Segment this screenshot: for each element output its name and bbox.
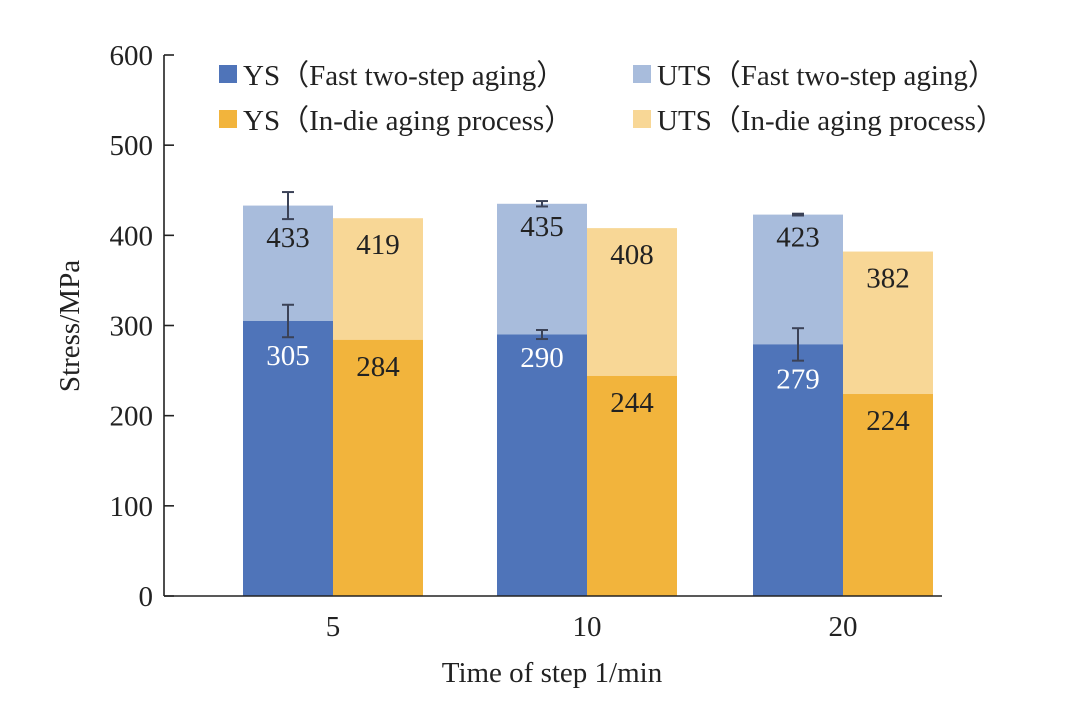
data-label-uts-series1-cat-5: 433 <box>266 222 310 254</box>
legend-item-uts-series2: UTS（In-die aging process） <box>633 105 1005 137</box>
error-bar-uts-series1-cat-10 <box>536 200 548 208</box>
legend-swatch <box>633 110 651 128</box>
legend-label: UTS（In-die aging process） <box>657 105 1005 137</box>
bar-ys-series2-cat-20 <box>843 394 933 596</box>
legend-item-uts-series1: UTS（Fast two-step aging） <box>633 60 997 92</box>
data-label-uts-series1-cat-20: 423 <box>776 222 820 254</box>
bar-ys-series2-cat-5 <box>333 339 423 596</box>
legend-swatch <box>219 110 237 128</box>
data-label-uts-series2-cat-5: 419 <box>356 229 400 261</box>
data-label-ys-series1-cat-20: 279 <box>776 364 820 396</box>
data-label-ys-series1-cat-5: 305 <box>266 340 310 372</box>
x-tick-label-10: 10 <box>573 611 602 643</box>
error-bar-ys-series1-cat-5 <box>282 303 294 339</box>
data-labels-layer: 433 305 419 284 435 290 408 244 423 279 382 224 <box>266 211 910 437</box>
y-tick-label: 200 <box>110 401 154 433</box>
legend-swatch <box>633 65 651 83</box>
bar-ys-series1-cat-10 <box>497 334 587 596</box>
axes-layer: 0 100 200 300 400 500 600 5 10 20 <box>110 40 942 643</box>
data-label-uts-series2-cat-20: 382 <box>866 263 910 295</box>
y-tick-label: 600 <box>110 40 154 72</box>
bars-layer <box>243 203 933 596</box>
x-tick-label-20: 20 <box>829 611 858 643</box>
x-axis-title: Time of step 1/min <box>442 657 663 689</box>
legend-label: YS（Fast two-step aging） <box>243 60 565 92</box>
error-bar-ys-series1-cat-10 <box>536 329 548 341</box>
legend-swatch <box>219 65 237 83</box>
y-tick-label: 0 <box>139 581 154 613</box>
legend: YS（Fast two-step aging） UTS（Fast two-step… <box>219 60 1005 137</box>
legend-item-ys-series2: YS（In-die aging process） <box>219 105 573 137</box>
data-label-ys-series1-cat-10: 290 <box>520 342 564 374</box>
error-bars-layer <box>282 191 804 362</box>
y-axis-title: Stress/MPa <box>54 260 86 392</box>
x-tick-label-5: 5 <box>326 611 341 643</box>
y-tick-label: 300 <box>110 311 154 343</box>
data-label-ys-series2-cat-10: 244 <box>610 387 654 419</box>
error-bar-uts-series1-cat-5 <box>282 191 294 221</box>
y-tick-label: 100 <box>110 491 154 523</box>
legend-label: YS（In-die aging process） <box>243 105 573 137</box>
bar-ys-series2-cat-10 <box>587 375 677 596</box>
legend-label: UTS（Fast two-step aging） <box>657 60 997 92</box>
data-label-uts-series2-cat-10: 408 <box>610 239 654 271</box>
y-tick-label: 500 <box>110 130 154 162</box>
error-bar-uts-series1-cat-20 <box>792 212 804 217</box>
legend-item-ys-series1: YS（Fast two-step aging） <box>219 60 565 92</box>
y-tick-label: 400 <box>110 220 154 252</box>
data-label-ys-series2-cat-20: 224 <box>866 405 910 437</box>
data-label-ys-series2-cat-5: 284 <box>356 351 400 383</box>
bar-ys-series1-cat-5 <box>243 320 333 596</box>
data-label-uts-series1-cat-10: 435 <box>520 211 564 243</box>
error-bar-ys-series1-cat-20 <box>792 327 804 362</box>
bar-ys-series1-cat-20 <box>753 344 843 596</box>
